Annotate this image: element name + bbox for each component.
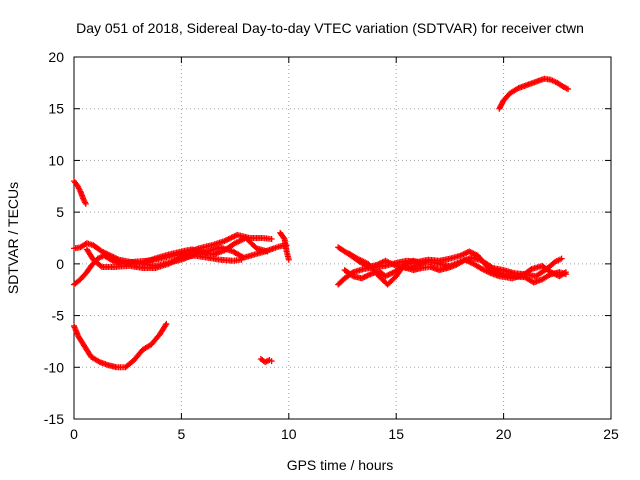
data-point <box>558 255 565 262</box>
data-point <box>280 234 287 241</box>
x-axis-title: GPS time / hours <box>287 457 394 473</box>
x-tick-label: 10 <box>281 426 297 442</box>
x-tick-label: 0 <box>70 426 78 442</box>
data-point <box>163 320 170 327</box>
y-tick-label: 0 <box>56 256 64 272</box>
y-axis-title: SDTVAR / TECUs <box>5 182 21 294</box>
data-point <box>97 262 104 269</box>
y-tick-label: -5 <box>52 308 65 324</box>
plot-border <box>73 56 612 420</box>
y-tick-label: -15 <box>44 411 64 427</box>
y-tick-label: 5 <box>56 204 64 220</box>
data-point <box>561 269 568 276</box>
data-point <box>82 200 89 207</box>
y-tick-label: 15 <box>48 101 64 117</box>
grid <box>74 57 611 419</box>
y-tick-label: 10 <box>48 152 64 168</box>
data-point <box>488 264 495 271</box>
data-point <box>285 256 292 263</box>
y-tick-label: -10 <box>44 359 64 375</box>
chart-title: Day 051 of 2018, Sidereal Day-to-day VTE… <box>76 20 584 36</box>
data-point <box>264 248 271 255</box>
plot-frame <box>73 56 612 420</box>
data-point <box>238 256 245 263</box>
x-tick-label: 15 <box>388 426 404 442</box>
data-point <box>349 272 356 279</box>
data-point <box>268 358 275 365</box>
data-point <box>562 269 569 276</box>
x-tick-label: 20 <box>496 426 512 442</box>
x-tick-labels: 0 5 10 15 20 25 <box>70 426 619 442</box>
data-point <box>418 260 425 267</box>
data-point <box>527 266 534 273</box>
axis-ticks <box>73 56 612 420</box>
data-point <box>162 322 169 329</box>
data-point <box>268 236 275 243</box>
data-point <box>565 86 572 93</box>
y-tick-labels: -15 -10 -5 0 5 10 15 20 <box>44 49 64 427</box>
data-points <box>71 75 572 371</box>
x-tick-label: 5 <box>178 426 186 442</box>
y-tick-label: 20 <box>48 49 64 65</box>
x-tick-label: 25 <box>603 426 619 442</box>
